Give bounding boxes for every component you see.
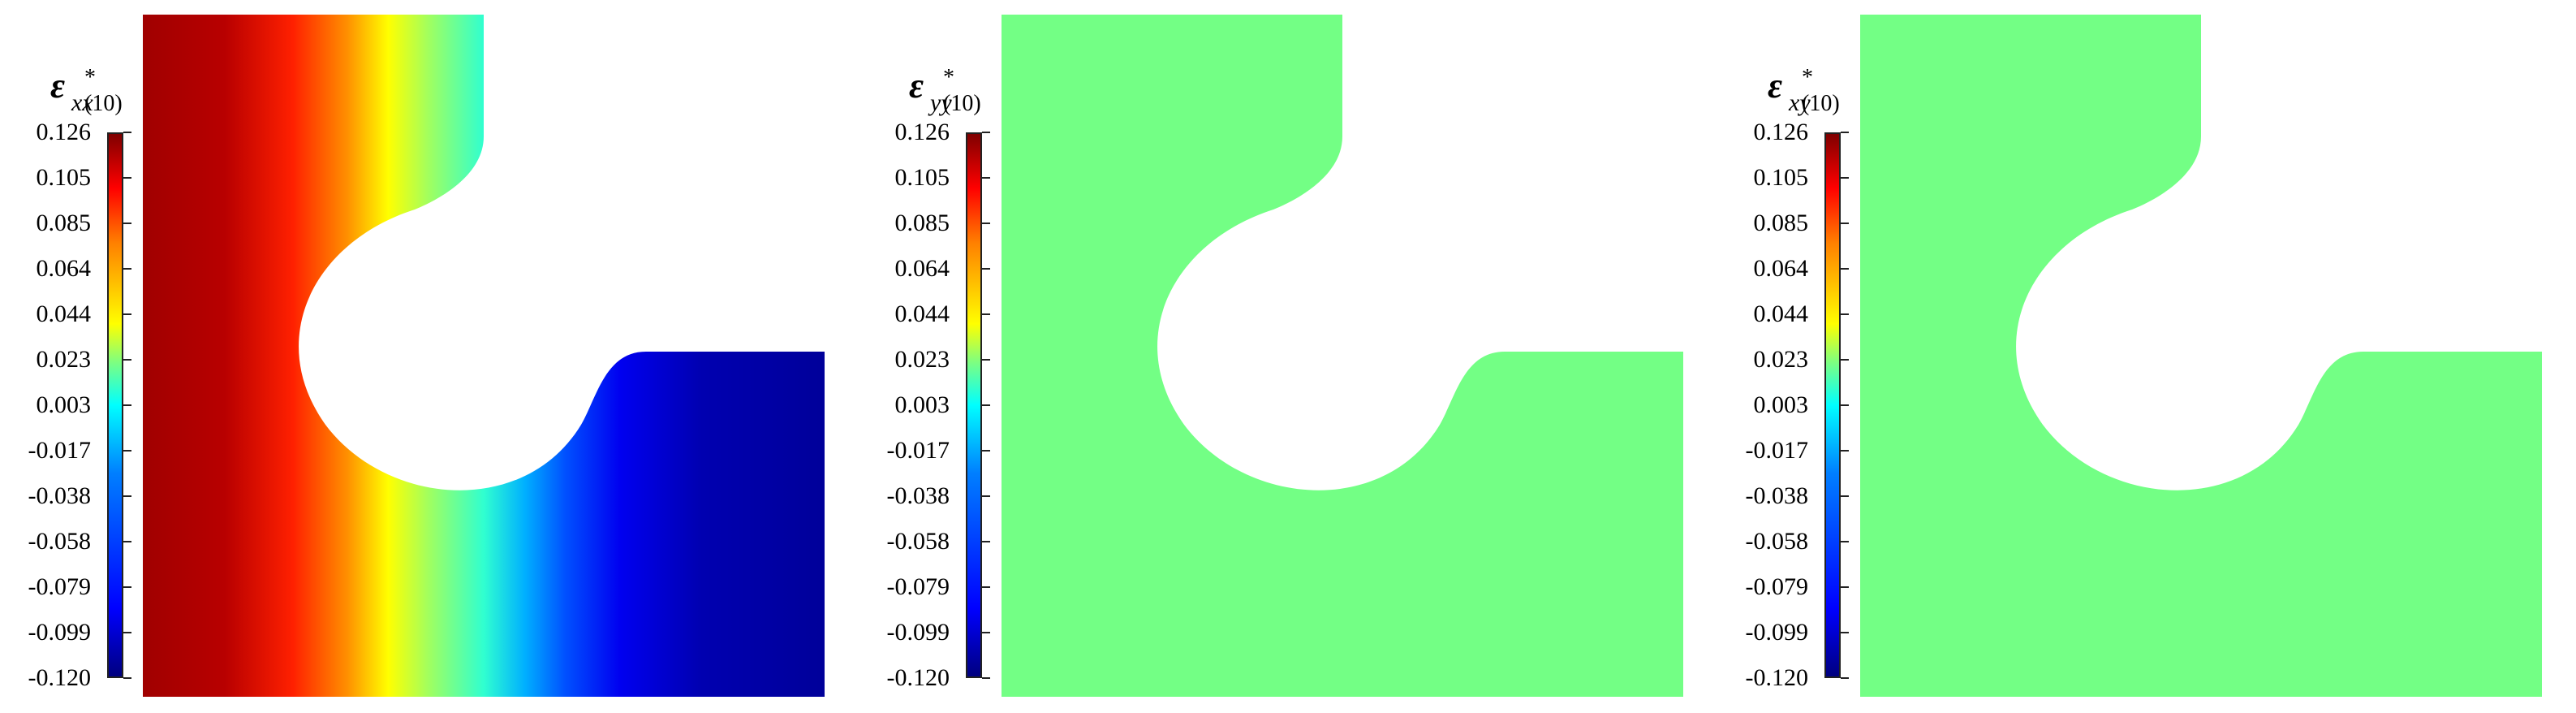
colorbar-tick-label: -0.017 <box>859 437 950 465</box>
colorbar-tick-label: -0.099 <box>1717 619 1808 646</box>
colorbar-tick-mark <box>1841 404 1849 406</box>
colorbar-tick-label: 0.044 <box>859 300 950 328</box>
colorbar-tick-label: -0.099 <box>0 619 91 646</box>
colorbar-tick-label: -0.079 <box>859 573 950 601</box>
colorbar-tick-label: -0.038 <box>0 482 91 510</box>
colorbar-tick-label: -0.038 <box>1717 482 1808 510</box>
strain-label-xx: ε xx *(10) <box>50 65 123 122</box>
colorbar-tick-label: -0.017 <box>1717 437 1808 465</box>
colorbar-tick-mark <box>1841 677 1849 679</box>
colorbar-tick-label: -0.079 <box>0 573 91 601</box>
colorbar-tick-label: 0.023 <box>0 346 91 374</box>
colorbar-tick-mark <box>982 313 990 315</box>
strain-field-plot <box>1002 15 1683 697</box>
label-superscript: *(10) <box>943 65 982 117</box>
label-symbol: ε <box>1768 65 1782 106</box>
colorbar-tick-label: -0.038 <box>859 482 950 510</box>
colorbar-tick-mark <box>982 632 990 633</box>
colorbar-tick-mark <box>982 677 990 679</box>
colorbar-tick-label: 0.003 <box>859 391 950 419</box>
colorbar-tick-label: -0.120 <box>1717 664 1808 692</box>
panel-exy: ε xy *(10) 0.126 0.105 0.085 0.064 0.044 0.02… <box>1717 0 2576 713</box>
panel-exx: ε xx *(10) 0.126 0.105 0.085 0.064 0.044 0.02… <box>0 0 859 713</box>
colorbar-tick-mark <box>1841 586 1849 588</box>
colorbar-tick-mark <box>982 586 990 588</box>
colorbar-tick-label: -0.120 <box>0 664 91 692</box>
colorbar-tick-mark <box>123 268 131 270</box>
colorbar-tick-label: 0.064 <box>1717 255 1808 283</box>
colorbar-tick-mark <box>1841 223 1849 224</box>
specimen-shape <box>143 15 825 697</box>
colorbar-tick-mark <box>982 404 990 406</box>
colorbar-tick-label: 0.064 <box>0 255 91 283</box>
colorbar-tick-label: 0.105 <box>1717 164 1808 192</box>
colorbar-tick-mark <box>123 223 131 224</box>
colorbar-tick-label: -0.058 <box>0 528 91 555</box>
label-symbol: ε <box>909 65 924 106</box>
colorbar-tick-mark <box>982 495 990 497</box>
colorbar-tick-mark <box>982 541 990 542</box>
specimen-shape <box>1860 15 2542 697</box>
colorbar-tick-mark <box>123 541 131 542</box>
colorbar-tick-label: -0.099 <box>859 619 950 646</box>
colorbar-tick-mark <box>1841 268 1849 270</box>
colorbar-tick-label: -0.058 <box>859 528 950 555</box>
colorbar-tick-mark <box>123 313 131 315</box>
label-superscript: *(10) <box>84 65 123 117</box>
colorbar-tick-label: 0.105 <box>0 164 91 192</box>
colorbar-tick-mark <box>1841 359 1849 361</box>
colorbar-tick-label: 0.126 <box>0 119 91 146</box>
colorbar-tick-label: 0.044 <box>0 300 91 328</box>
colorbar-tick-mark <box>1841 495 1849 497</box>
colorbar-tick-mark <box>982 223 990 224</box>
colorbar-tick-mark <box>982 177 990 179</box>
colorbar-tick-mark <box>123 132 131 133</box>
colorbar-tick-mark <box>1841 450 1849 452</box>
strain-label-yy: ε yy *(10) <box>909 65 982 122</box>
colorbar-tick-label: 0.003 <box>0 391 91 419</box>
colorbar-tick-mark <box>123 177 131 179</box>
colorbar-tick-mark <box>123 632 131 633</box>
colorbar-tick-label: 0.023 <box>1717 346 1808 374</box>
strain-label-xy: ε xy *(10) <box>1768 65 1841 122</box>
specimen-shape <box>1002 15 1683 697</box>
colorbar-tick-label: 0.064 <box>859 255 950 283</box>
colorbar-tick-mark <box>123 404 131 406</box>
colorbar-ticks: 0.126 0.105 0.085 0.064 0.044 0.023 0.003 -0.01… <box>1717 132 1841 678</box>
colorbar-tick-mark <box>1841 541 1849 542</box>
colorbar-tick-label: 0.003 <box>1717 391 1808 419</box>
colorbar-tick-mark <box>123 495 131 497</box>
colorbar-tick-label: -0.079 <box>1717 573 1808 601</box>
colorbar-tick-mark <box>1841 313 1849 315</box>
colorbar-tick-label: -0.017 <box>0 437 91 465</box>
colorbar-tick-label: 0.085 <box>859 210 950 237</box>
strain-field-plot <box>143 15 825 697</box>
colorbar-tick-mark <box>982 359 990 361</box>
colorbar-tick-mark <box>982 450 990 452</box>
colorbar-tick-label: 0.044 <box>1717 300 1808 328</box>
colorbar-tick-label: 0.105 <box>859 164 950 192</box>
colorbar-tick-mark <box>123 677 131 679</box>
colorbar-tick-mark <box>982 132 990 133</box>
colorbar-tick-label: 0.126 <box>1717 119 1808 146</box>
strain-field-plot <box>1860 15 2542 697</box>
colorbar-tick-label: 0.085 <box>1717 210 1808 237</box>
colorbar-tick-label: 0.126 <box>859 119 950 146</box>
colorbar-tick-label: -0.120 <box>859 664 950 692</box>
panel-eyy: ε yy *(10) 0.126 0.105 0.085 0.064 0.044 0.02… <box>859 0 1717 713</box>
colorbar-tick-mark <box>1841 132 1849 133</box>
colorbar-tick-mark <box>1841 177 1849 179</box>
colorbar-ticks: 0.126 0.105 0.085 0.064 0.044 0.023 0.003 -0.01… <box>0 132 123 678</box>
colorbar-tick-mark <box>123 450 131 452</box>
colorbar-ticks: 0.126 0.105 0.085 0.064 0.044 0.023 0.003 -0.01… <box>859 132 982 678</box>
colorbar-tick-label: 0.023 <box>859 346 950 374</box>
label-symbol: ε <box>50 65 65 106</box>
colorbar-tick-label: -0.058 <box>1717 528 1808 555</box>
colorbar-tick-mark <box>123 586 131 588</box>
colorbar-tick-mark <box>1841 632 1849 633</box>
label-superscript: *(10) <box>1802 65 1841 117</box>
colorbar-tick-mark <box>982 268 990 270</box>
colorbar-tick-mark <box>123 359 131 361</box>
colorbar-tick-label: 0.085 <box>0 210 91 237</box>
